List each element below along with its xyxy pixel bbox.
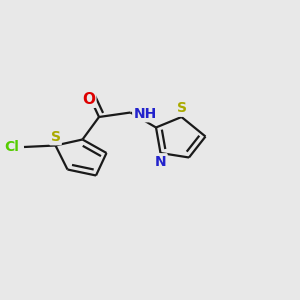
Text: N: N [155,154,166,169]
Text: NH: NH [134,107,157,121]
Text: S: S [50,130,61,144]
Text: O: O [82,92,95,106]
Text: Cl: Cl [4,140,20,154]
Text: S: S [176,101,187,116]
